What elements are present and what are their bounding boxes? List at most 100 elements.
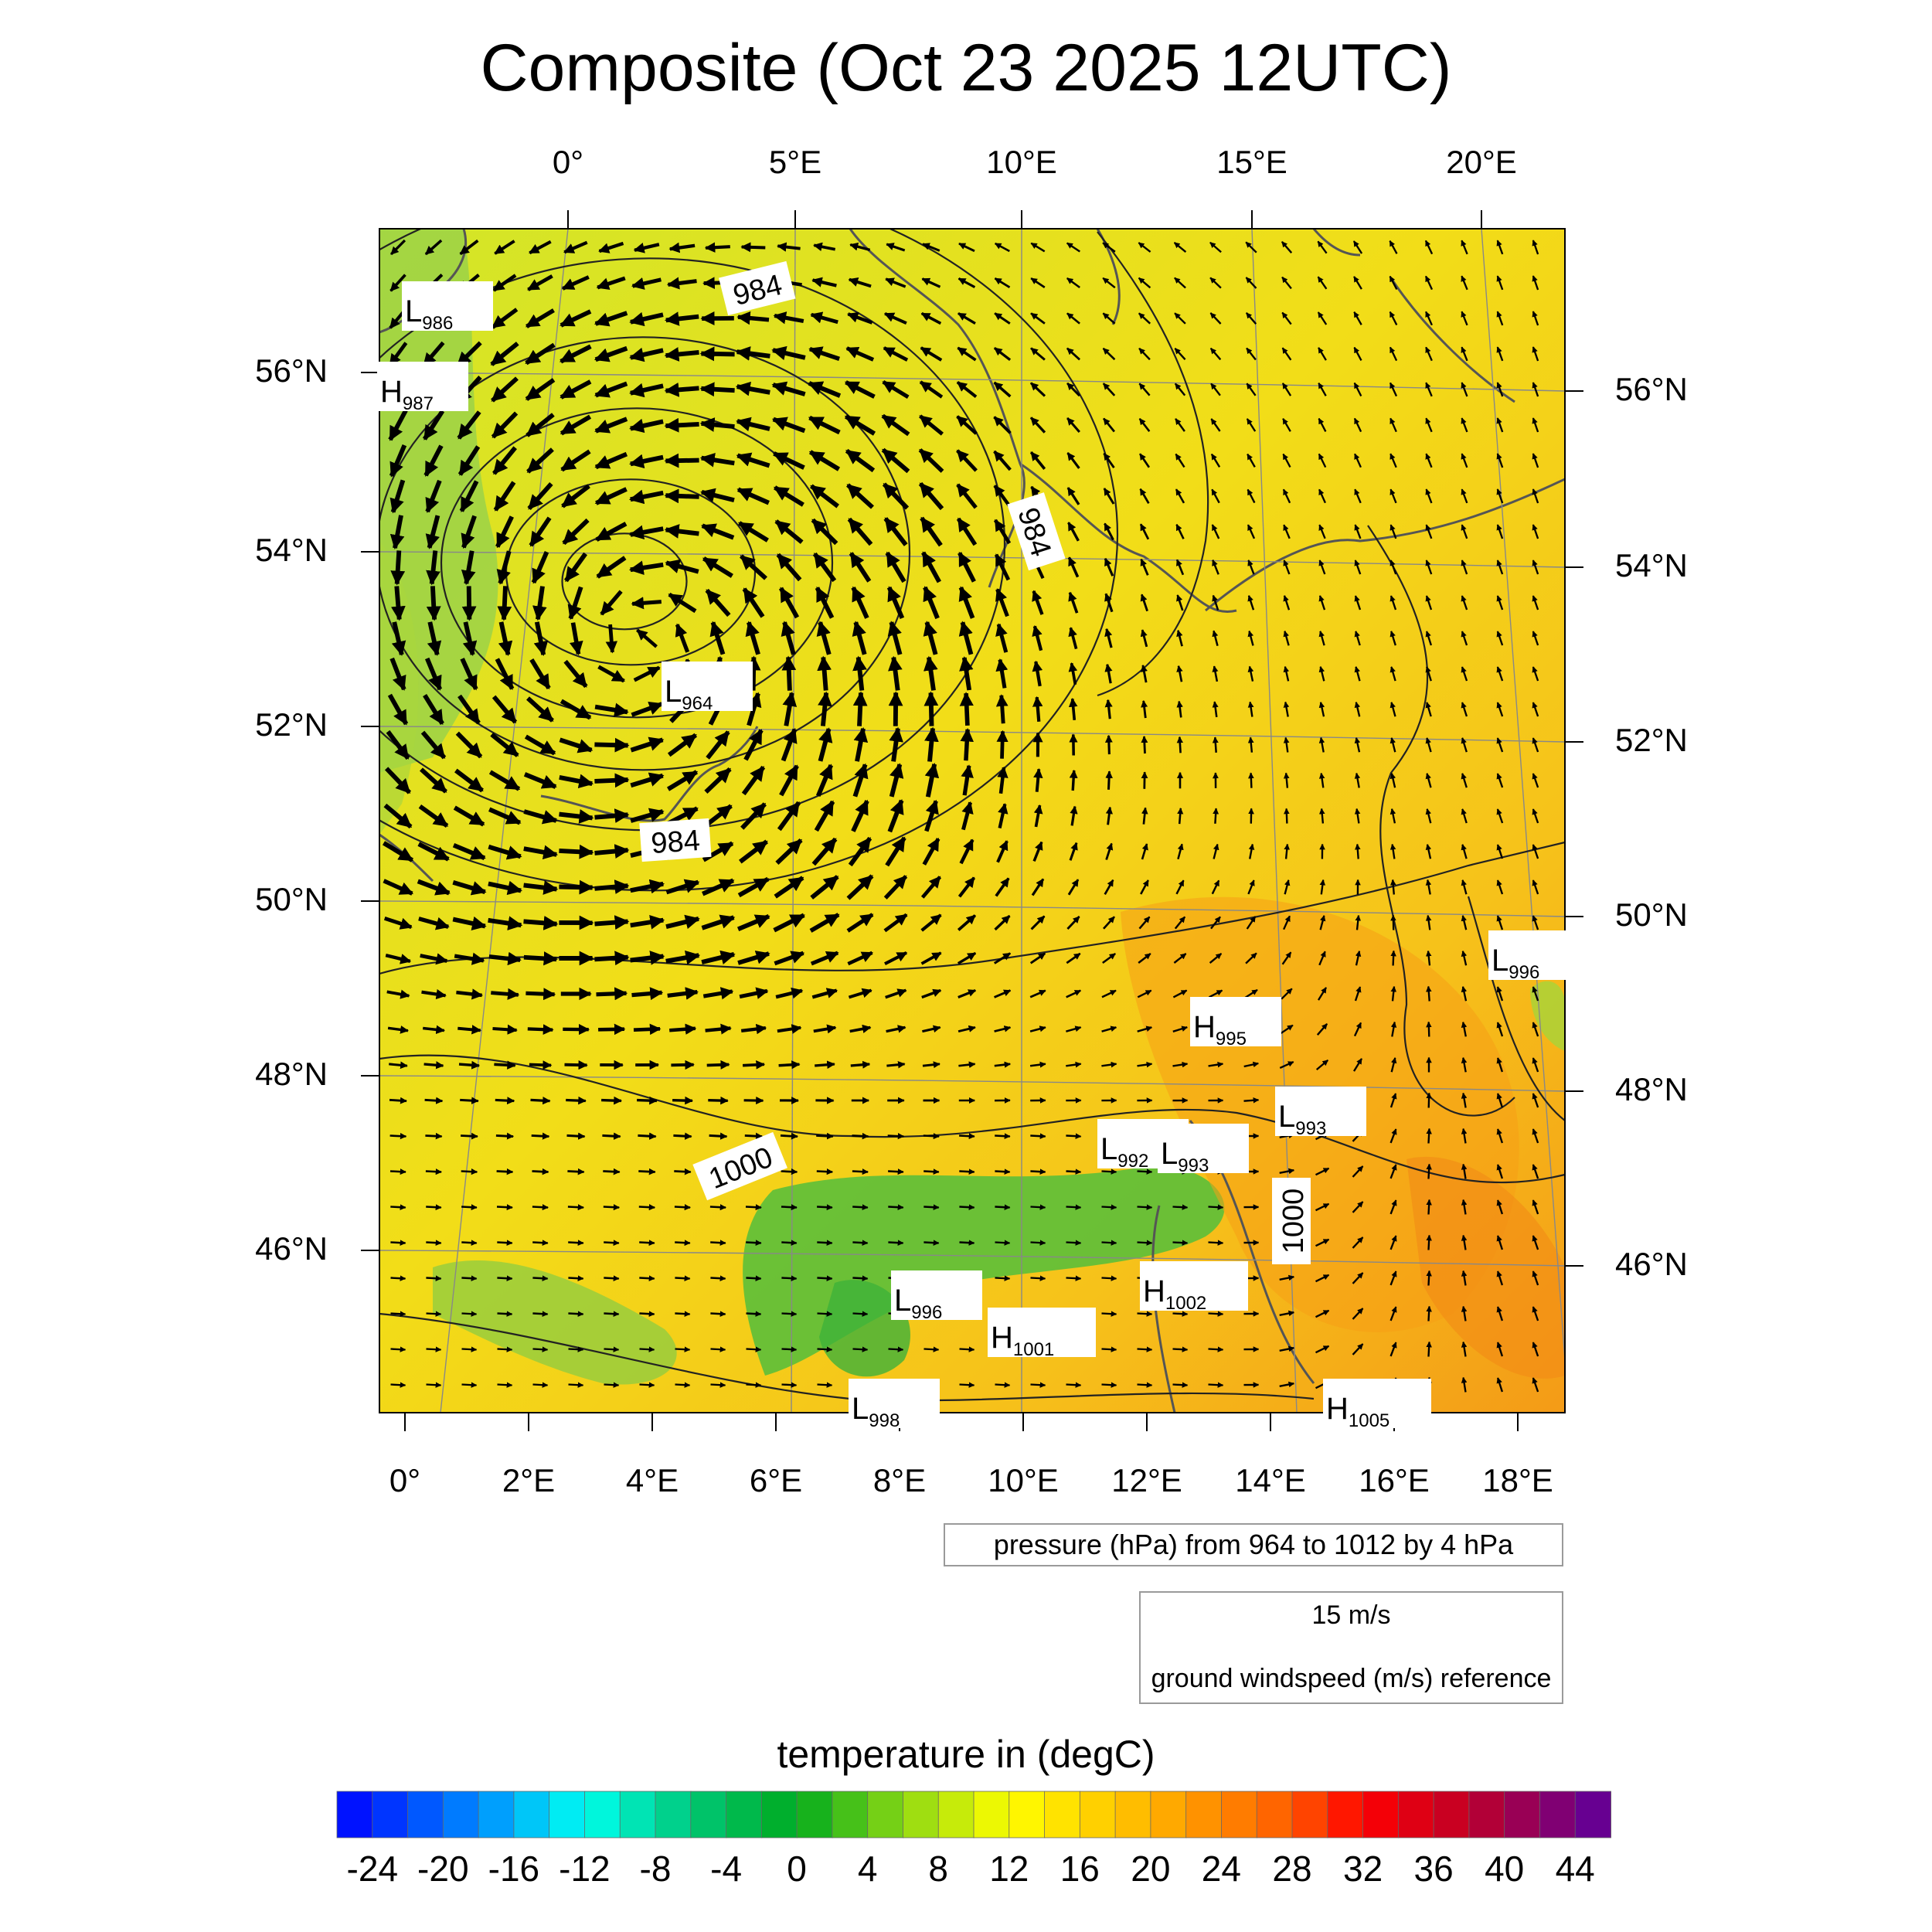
wind-vector: [1208, 1204, 1224, 1210]
wind-vector: [883, 913, 908, 933]
wind-vector: [561, 275, 590, 291]
wind-vector: [461, 1204, 478, 1211]
wind-vector: [1315, 1202, 1330, 1212]
wind-vector: [633, 665, 661, 682]
wind-vector: [957, 989, 977, 998]
wind-vector: [1461, 595, 1468, 611]
wind-vector: [452, 879, 487, 896]
wind-vector: [1029, 989, 1046, 998]
wind-vector: [387, 693, 409, 726]
wind-vector: [771, 417, 806, 434]
colorbar-bin: [903, 1791, 940, 1838]
wind-vector: [1030, 347, 1046, 361]
wind-vector: [1030, 1382, 1046, 1388]
wind-vector: [884, 951, 908, 966]
wind-vector: [1101, 1311, 1117, 1317]
wind-vector: [1318, 488, 1326, 504]
wind-vector: [745, 1204, 762, 1211]
wind-vector: [1172, 989, 1188, 998]
wind-vector: [994, 914, 1011, 931]
wind-vector: [1210, 453, 1221, 468]
wind-vector: [1068, 591, 1079, 614]
wind-vector: [1247, 560, 1255, 575]
pressure-center-label: L986: [405, 294, 453, 334]
wind-vector: [994, 553, 1011, 581]
wind-vector: [389, 1132, 407, 1140]
wind-vector: [1532, 1199, 1539, 1215]
wind-vector: [385, 953, 412, 964]
wind-vector: [1461, 560, 1468, 575]
wind-vector: [488, 880, 522, 896]
wind-vector: [993, 346, 1012, 362]
wind-vector: [700, 488, 735, 503]
wind-vector: [773, 485, 804, 507]
wind-vector: [808, 450, 841, 471]
wind-vector: [567, 1204, 584, 1211]
wind-vector: [1496, 702, 1504, 717]
wind-vector: [629, 383, 664, 398]
wind-vector: [996, 730, 1009, 759]
wind-vector: [629, 454, 664, 469]
wind-vector: [1101, 1382, 1117, 1388]
wind-vector: [1246, 383, 1257, 396]
wind-vector: [1315, 1059, 1329, 1071]
wind-vector: [1532, 915, 1539, 930]
wind-vector: [1354, 986, 1362, 1002]
wind-vector: [741, 765, 766, 796]
contour-label-text: 984: [650, 825, 701, 860]
wind-vector: [597, 665, 625, 683]
wind-vector: [1317, 240, 1328, 254]
wind-vector: [1032, 841, 1043, 862]
wind-vector: [1031, 878, 1045, 896]
wind-vector: [461, 1382, 478, 1388]
wind-vector: [527, 274, 553, 291]
wind-vector: [605, 624, 618, 654]
wind-vector: [817, 655, 832, 691]
wind-vector: [1212, 665, 1219, 682]
wind-vector: [1389, 1270, 1397, 1286]
wind-vector: [956, 415, 978, 435]
wind-vector: [1066, 1275, 1082, 1281]
wind-vector: [598, 1023, 626, 1036]
wind-vector: [773, 311, 804, 325]
wind-vector: [1355, 950, 1362, 966]
wind-vector: [387, 1026, 409, 1034]
wind-vector: [994, 989, 1012, 998]
wind-vector: [459, 480, 479, 512]
wind-vector: [1389, 737, 1396, 753]
pressure-center-label: L964: [665, 675, 713, 714]
wind-vector: [1425, 773, 1432, 788]
wind-vector: [389, 274, 406, 292]
wind-vector: [594, 915, 630, 930]
wind-vector: [1138, 383, 1151, 396]
wind-vector: [809, 913, 840, 933]
wind-vector: [1212, 630, 1219, 647]
wind-vector: [852, 691, 868, 726]
wind-vector: [993, 381, 1012, 398]
wind-vector: [1104, 879, 1114, 895]
wind-vector: [629, 347, 664, 362]
bottom-lon-label: 6°E: [749, 1462, 803, 1498]
wind-vector: [667, 733, 698, 757]
wind-vector: [497, 1311, 513, 1317]
wind-vector: [423, 444, 444, 477]
wind-vector: [388, 409, 408, 441]
wind-vector: [1211, 879, 1220, 895]
wind-vector: [630, 951, 665, 965]
wind-vector: [1140, 664, 1148, 683]
contour-label-box: [692, 1131, 787, 1201]
wind-vector: [594, 844, 630, 859]
wind-vector: [921, 277, 941, 288]
wind-vector: [1496, 560, 1504, 575]
wind-vector: [1496, 773, 1504, 788]
wind-vector: [775, 987, 804, 999]
wind-vector: [1103, 417, 1115, 433]
wind-vector: [699, 417, 735, 432]
wind-vector: [849, 242, 871, 252]
wind-vector: [532, 1311, 549, 1317]
wind-vector: [667, 987, 699, 1000]
wind-vector: [560, 309, 592, 328]
wind-vector: [702, 841, 734, 862]
wind-vector: [1138, 242, 1151, 253]
wind-vector: [852, 1132, 869, 1140]
